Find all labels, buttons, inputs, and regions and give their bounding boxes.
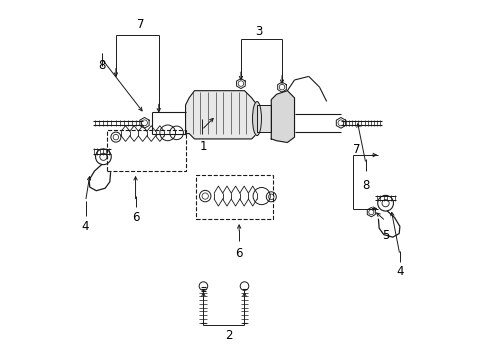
Text: 7: 7 — [137, 18, 144, 31]
Text: 8: 8 — [98, 59, 105, 72]
Text: 4: 4 — [395, 265, 403, 278]
Bar — [257, 105, 271, 132]
Text: 7: 7 — [352, 143, 360, 156]
Text: 4: 4 — [81, 220, 89, 233]
Text: 1: 1 — [199, 140, 207, 153]
Bar — [196, 175, 272, 219]
Text: 2: 2 — [224, 329, 232, 342]
Text: 5: 5 — [381, 229, 388, 242]
Bar — [107, 130, 185, 171]
Polygon shape — [271, 91, 294, 143]
Text: 3: 3 — [255, 25, 262, 38]
Text: 6: 6 — [132, 211, 139, 224]
Text: 6: 6 — [235, 247, 243, 260]
Polygon shape — [185, 91, 257, 139]
Text: 8: 8 — [362, 179, 369, 192]
Ellipse shape — [252, 102, 261, 135]
